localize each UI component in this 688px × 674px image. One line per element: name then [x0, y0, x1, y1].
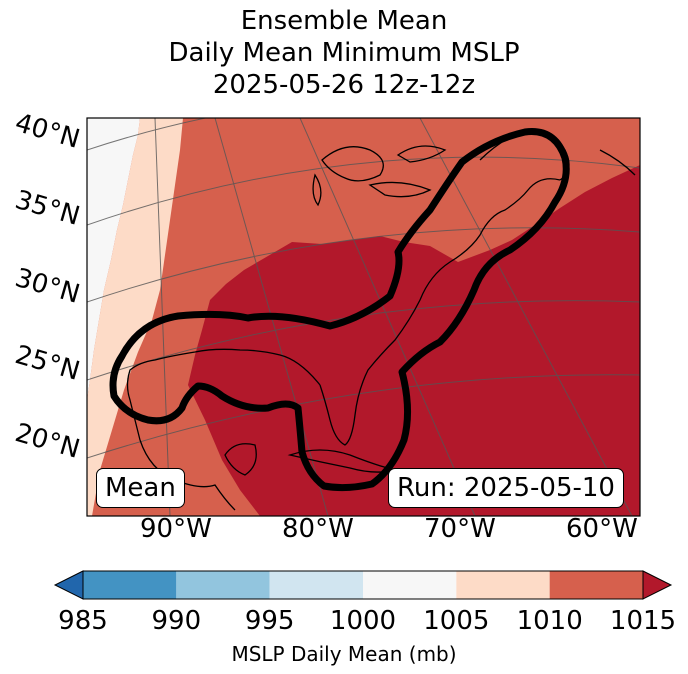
- colorbar-segment-1010: [549, 571, 643, 599]
- latitude-line-40: [87, 118, 640, 151]
- colorbar-tick-985: 985: [58, 606, 108, 636]
- longitude-line-70: [299, 118, 476, 516]
- colorbar-tick-1005: 1005: [423, 606, 490, 636]
- colorbar: [53, 570, 673, 600]
- mean-label-box: Mean: [96, 468, 185, 508]
- colorbar-label: MSLP Daily Mean (mb): [231, 642, 457, 666]
- title-line-2: Daily Mean Minimum MSLP: [168, 38, 520, 68]
- colorbar-tick-1010: 1010: [516, 606, 583, 636]
- colorbar-tick-995: 995: [244, 606, 295, 636]
- colorbar-segment-985: [83, 571, 177, 599]
- lon-label-80: 80°W: [282, 514, 354, 544]
- colorbar-segment-1000: [363, 571, 457, 599]
- latitude-line-30: [87, 227, 640, 303]
- fill-1000-west: [87, 118, 140, 400]
- colorbar-tick-990: 990: [151, 606, 202, 636]
- great-lakes-coast: [312, 145, 447, 207]
- longitude-line-60: [419, 118, 633, 516]
- lon-label-60: 60°W: [566, 514, 638, 544]
- colorbar-frame: [82, 570, 644, 600]
- colorbar-under-arrow: [53, 570, 84, 600]
- atlantic-coast: [319, 178, 561, 446]
- yucatan-coast: [224, 443, 257, 476]
- colorbar-tick-1000: 1000: [329, 606, 397, 636]
- colorbar-tick-1015: 1015: [609, 606, 677, 636]
- run-date-box: Run: 2025-05-10: [388, 468, 624, 508]
- map-frame: [86, 117, 641, 517]
- colorbar-segment-990: [176, 571, 270, 599]
- title-line-3: 2025-05-26 12z-12z: [212, 70, 476, 100]
- lon-label-90: 90°W: [140, 514, 212, 544]
- colorbar-segment-1005: [456, 571, 550, 599]
- colorbar-segment-995: [269, 571, 363, 599]
- lon-label-70: 70°W: [424, 514, 496, 544]
- title-line-1: Ensemble Mean: [240, 6, 448, 36]
- contour-line: [109, 128, 570, 492]
- colorbar-over-arrow: [642, 570, 673, 600]
- latitude-line-20: [87, 374, 640, 459]
- gulf-coast: [126, 348, 321, 441]
- mexico-coast: [139, 439, 236, 511]
